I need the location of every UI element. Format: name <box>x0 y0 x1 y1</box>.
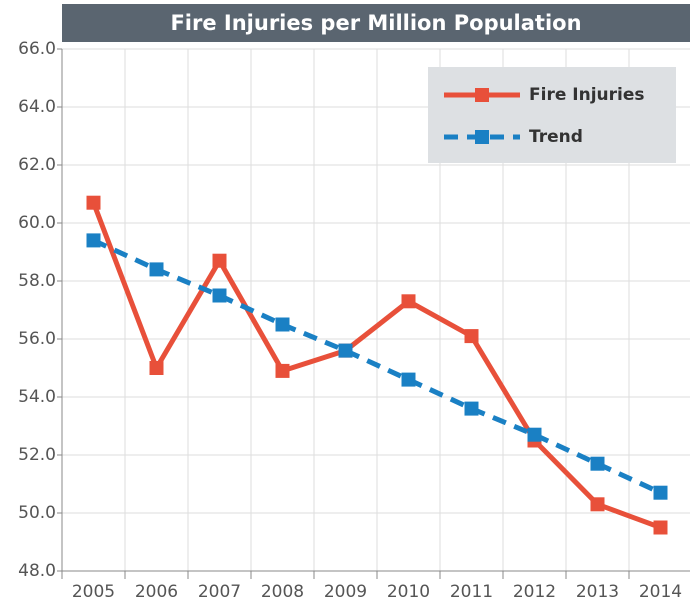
x-tick-label: 2005 <box>72 582 115 602</box>
marker <box>464 401 479 416</box>
legend-box <box>428 67 676 163</box>
title-bar <box>62 4 690 42</box>
chart-title: Fire Injuries per Million Population <box>170 11 581 35</box>
y-tick-label: 50.0 <box>18 503 56 523</box>
marker <box>401 372 416 387</box>
marker <box>653 520 668 535</box>
y-tick-label: 52.0 <box>18 445 56 465</box>
y-tick-label: 64.0 <box>18 97 56 117</box>
x-tick-label: 2008 <box>261 582 304 602</box>
marker <box>212 253 227 268</box>
y-tick-label: 56.0 <box>18 329 56 349</box>
x-tick-label: 2010 <box>387 582 430 602</box>
marker <box>590 456 605 471</box>
y-tick-label: 54.0 <box>18 387 56 407</box>
marker <box>590 497 605 512</box>
marker <box>527 427 542 442</box>
x-tick-label: 2006 <box>135 582 178 602</box>
x-tick-label: 2014 <box>639 582 682 602</box>
marker <box>338 343 353 358</box>
x-tick-label: 2013 <box>576 582 619 602</box>
y-tick-label: 66.0 <box>18 39 56 59</box>
legend-label: Fire Injuries <box>529 85 645 105</box>
marker <box>653 485 668 500</box>
marker <box>149 262 164 277</box>
series-line <box>92 238 662 495</box>
legend-label: Trend <box>529 127 583 147</box>
marker <box>275 317 290 332</box>
legend-marker <box>475 130 489 144</box>
series-line <box>91 201 662 530</box>
x-tick-label: 2012 <box>513 582 556 602</box>
y-tick-label: 58.0 <box>18 271 56 291</box>
marker <box>86 195 101 210</box>
marker <box>401 294 416 309</box>
x-tick-label: 2007 <box>198 582 241 602</box>
y-tick-label: 48.0 <box>18 561 56 581</box>
marker <box>149 361 164 375</box>
x-tick-label: 2011 <box>450 582 493 602</box>
y-tick-label: 62.0 <box>18 155 56 175</box>
marker <box>86 233 101 248</box>
marker <box>212 288 227 303</box>
legend-marker <box>475 88 489 102</box>
x-tick-label: 2009 <box>324 582 367 602</box>
marker <box>464 329 479 344</box>
y-tick-label: 60.0 <box>18 213 56 233</box>
marker <box>275 363 290 378</box>
